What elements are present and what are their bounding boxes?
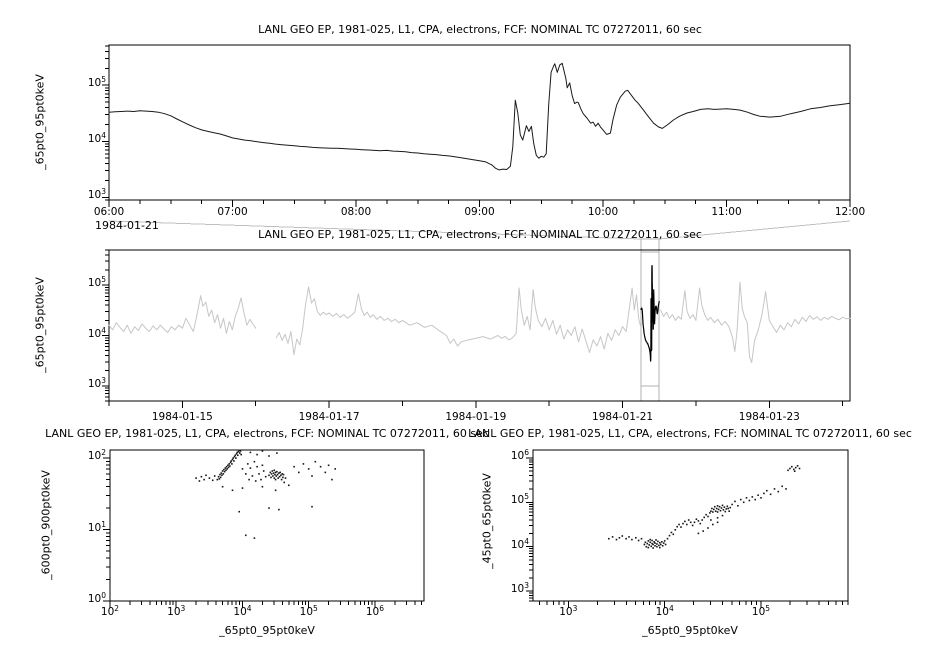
scatter-right-title: LANL GEO EP, 1981-025, L1, CPA, electron… <box>468 427 912 440</box>
scatter-right-plot-points <box>608 465 801 549</box>
tick-label: 106 <box>365 604 385 618</box>
tick-label: 102 <box>87 448 106 463</box>
tick-label: 12:00 <box>834 206 866 218</box>
tick-label: 103 <box>510 581 529 596</box>
context-selection-box[interactable] <box>108 220 851 402</box>
tick-label: 104 <box>87 131 106 146</box>
tick-label: 105 <box>87 275 106 290</box>
context-timeseries-plot <box>102 249 851 408</box>
tick-label: 1984-01-21 <box>592 411 654 423</box>
scatter-left-plot-points <box>195 449 336 539</box>
tick-label: 103 <box>87 375 106 390</box>
scatter-left-title: LANL GEO EP, 1981-025, L1, CPA, electron… <box>45 427 489 440</box>
scatter-right-plot <box>526 449 849 608</box>
tick-label: 09:00 <box>464 206 495 218</box>
tick-label: 105 <box>751 604 771 618</box>
tick-label: 1984-01-15 <box>151 411 213 423</box>
scatter-left-xlabel: _65pt0_95pt0keV <box>219 624 315 637</box>
tick-label: 1984-01-19 <box>445 411 507 423</box>
tick-label: 105 <box>510 492 529 507</box>
tick-label: 06:00 <box>93 206 125 218</box>
tick-label: 1984-01-23 <box>738 411 800 423</box>
scatter-right-xlabel: _65pt0_95pt0keV <box>642 624 738 637</box>
scatter-right-ylabel: _45pt0_65pt0keV <box>480 473 494 569</box>
selection-rect <box>640 238 660 402</box>
tick-label: 1984-01-17 <box>298 411 360 423</box>
tick-label: 104 <box>655 604 674 618</box>
top-plot-title: LANL GEO EP, 1981-025, L1, CPA, electron… <box>258 23 702 36</box>
tick-label: 10:00 <box>587 206 619 218</box>
scatter-left-ylabel: _600pt0_900pt0keV <box>39 470 53 580</box>
tick-label: 08:00 <box>340 206 372 218</box>
tick-label: 104 <box>233 604 252 618</box>
context-highlight-segment <box>640 265 660 362</box>
context-plot-ylabel: _65pt0_95pt0keV <box>33 277 47 373</box>
tick-label: 105 <box>87 75 106 90</box>
tick-label: 101 <box>87 519 106 534</box>
tick-label: 103 <box>559 604 578 618</box>
scatter-left-plot <box>103 449 425 608</box>
tick-label: 104 <box>510 536 529 551</box>
tick-label: 106 <box>510 447 529 462</box>
top-plot-ylabel: _65pt0_95pt0keV <box>33 74 47 170</box>
top-timeseries-plot <box>102 44 851 207</box>
tick-label: 103 <box>87 187 106 202</box>
tick-label: 105 <box>299 604 318 618</box>
top-plot-date-label: 1984-01-21 <box>95 219 159 232</box>
tick-label: 11:00 <box>711 206 742 218</box>
tick-label: 103 <box>167 604 186 618</box>
tick-label: 07:00 <box>217 206 248 218</box>
tick-label: 100 <box>87 591 106 605</box>
context-plot-title: LANL GEO EP, 1981-025, L1, CPA, electron… <box>258 228 702 241</box>
tick-label: 102 <box>100 604 120 618</box>
tick-label: 104 <box>87 325 106 340</box>
